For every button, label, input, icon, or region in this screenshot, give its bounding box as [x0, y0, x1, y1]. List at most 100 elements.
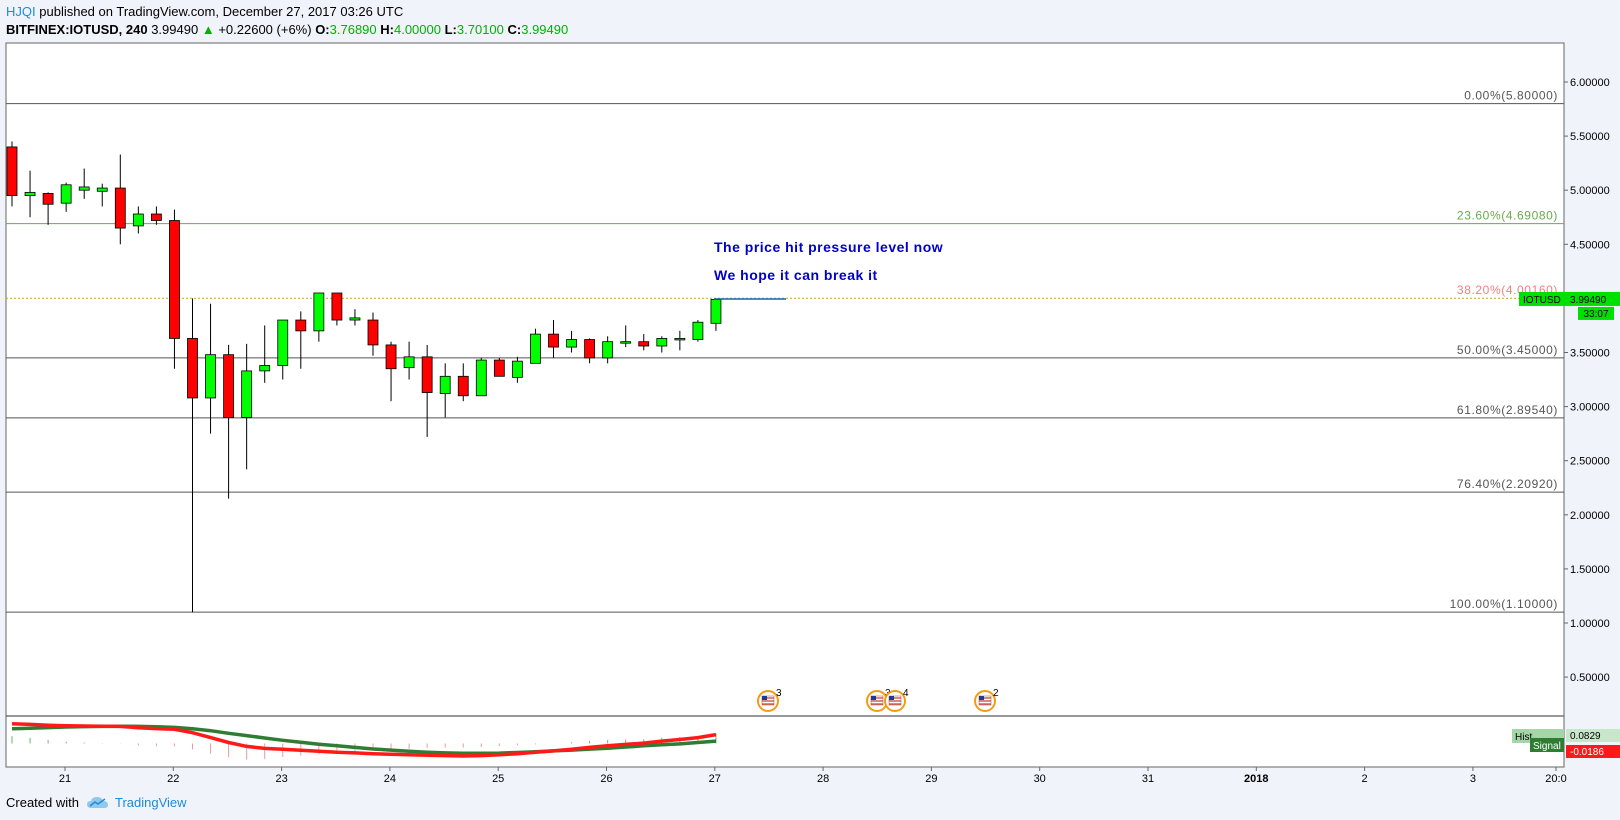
- y-tick-label: 0.50000: [1570, 672, 1610, 684]
- x-tick-label: 2: [1362, 773, 1368, 785]
- created-with-text: Created with: [6, 795, 79, 810]
- flag-canton: [871, 696, 876, 700]
- candle-body[interactable]: [674, 338, 686, 341]
- countdown-tag: [1578, 306, 1614, 320]
- close-value: 3.99490: [521, 22, 569, 37]
- candle-body[interactable]: [620, 341, 632, 344]
- countdown-text: 33:07: [1583, 309, 1608, 320]
- signal-value-tag: [1566, 745, 1620, 758]
- candles[interactable]: [6, 141, 722, 613]
- annotation-text-1: The price hit pressure level now: [714, 239, 943, 255]
- y-tick-label: 1.00000: [1570, 618, 1610, 630]
- tradingview-logo-icon: [86, 796, 108, 808]
- x-tick-label: 28: [817, 773, 829, 785]
- flag-canton: [762, 696, 767, 700]
- fib-retracement[interactable]: 0.00%(5.80000)23.60%(4.69080)38.20%(4.00…: [6, 89, 1564, 613]
- candle-body[interactable]: [132, 213, 144, 227]
- candle-body[interactable]: [475, 359, 487, 397]
- candle-body[interactable]: [331, 292, 343, 321]
- candle-body[interactable]: [530, 333, 541, 364]
- annotations[interactable]: The price hit pressure level now We hope …: [714, 239, 943, 300]
- candle-body[interactable]: [150, 213, 162, 221]
- footer: Created with TradingView: [6, 795, 187, 810]
- candle-body[interactable]: [223, 354, 235, 418]
- candle-body[interactable]: [169, 220, 180, 339]
- x-tick-label: 24: [384, 773, 396, 785]
- time-axis[interactable]: 21 22 23 24 25 26 27 28 29 30 31 2018 2 3 20:0: [59, 767, 1567, 785]
- x-tick-label: 21: [59, 773, 71, 785]
- candle-body[interactable]: [313, 292, 325, 332]
- hist-value-tag: [1566, 729, 1620, 742]
- candle-body[interactable]: [439, 375, 451, 395]
- us-flag-event-icon[interactable]: 2: [974, 688, 999, 712]
- us-flag-event-icon[interactable]: 3: [757, 688, 782, 712]
- main-pane[interactable]: [5, 42, 1565, 768]
- candle-body[interactable]: [6, 146, 18, 197]
- price-axis[interactable]: 6.000005.500005.000004.500004.000003.500…: [1519, 77, 1620, 684]
- x-tick-label: 27: [709, 773, 721, 785]
- candle-body[interactable]: [602, 341, 614, 359]
- y-tick-label: 3.00000: [1570, 402, 1610, 414]
- candle-body[interactable]: [78, 186, 90, 191]
- candle-body[interactable]: [277, 319, 289, 366]
- event-count: 4: [903, 688, 909, 699]
- us-flag-event-icon[interactable]: 4: [884, 688, 909, 712]
- candle-body[interactable]: [656, 338, 668, 347]
- candle-body[interactable]: [421, 356, 433, 393]
- candle-body[interactable]: [692, 321, 704, 340]
- price-tag[interactable]: [1519, 291, 1620, 306]
- candle-body[interactable]: [493, 359, 505, 377]
- candle-body[interactable]: [548, 333, 559, 348]
- candle-body[interactable]: [205, 354, 216, 399]
- candle-body[interactable]: [367, 319, 379, 346]
- candle-body[interactable]: [349, 317, 361, 321]
- candle-body[interactable]: [710, 299, 722, 324]
- fib-label: 23.60%(4.69080): [1457, 209, 1558, 223]
- candle-body[interactable]: [385, 344, 397, 370]
- high-value: 4.00000: [393, 22, 441, 37]
- open-label: O:: [315, 22, 330, 37]
- price-chart[interactable]: 0.00%(5.80000)23.60%(4.69080)38.20%(4.00…: [0, 0, 1620, 790]
- candle-body[interactable]: [403, 356, 415, 369]
- x-tick-label: 30: [1034, 773, 1046, 785]
- x-tick-label: 2018: [1244, 773, 1268, 785]
- candle-body[interactable]: [584, 339, 595, 359]
- flag-canton: [889, 696, 894, 700]
- price-tag-symbol: IOTUSD: [1523, 295, 1561, 306]
- x-tick-label: 25: [492, 773, 504, 785]
- x-tick-label: 26: [600, 773, 612, 785]
- x-tick-label: 23: [275, 773, 287, 785]
- x-tick-label: 31: [1142, 773, 1154, 785]
- candle-body[interactable]: [638, 341, 650, 347]
- published-text: published on TradingView.com, December 2…: [39, 4, 404, 19]
- candle-body[interactable]: [114, 187, 126, 229]
- candle-body[interactable]: [60, 184, 72, 204]
- candle-body[interactable]: [187, 338, 198, 399]
- economic-events[interactable]: 3342: [757, 688, 999, 712]
- fib-label: 0.00%(5.80000): [1464, 89, 1558, 103]
- candle-body[interactable]: [295, 319, 307, 332]
- event-count: 2: [993, 688, 999, 699]
- y-tick-label: 6.00000: [1570, 77, 1610, 89]
- y-tick-label: 3.50000: [1570, 348, 1610, 360]
- y-tick-label: 2.00000: [1570, 510, 1610, 522]
- candle-body[interactable]: [24, 191, 36, 197]
- candle-body[interactable]: [566, 339, 577, 348]
- candle-body[interactable]: [42, 193, 54, 205]
- x-tick-label: 3: [1470, 773, 1476, 785]
- high-label: H:: [380, 22, 394, 37]
- tradingview-link[interactable]: TradingView: [114, 795, 187, 810]
- author-link[interactable]: HJQI: [6, 4, 36, 19]
- signal-value: -0.0186: [1570, 747, 1604, 758]
- candle-body[interactable]: [96, 187, 108, 192]
- macd-line[interactable]: [11, 722, 717, 758]
- candle-body[interactable]: [241, 370, 253, 418]
- publish-info: HJQI published on TradingView.com, Decem…: [6, 4, 403, 20]
- candle-body[interactable]: [457, 375, 469, 397]
- candle-body[interactable]: [259, 365, 271, 372]
- low-value: 3.70100: [456, 22, 504, 37]
- candle-body[interactable]: [512, 360, 523, 378]
- low-label: L:: [444, 22, 457, 37]
- open-value: 3.76890: [329, 22, 377, 37]
